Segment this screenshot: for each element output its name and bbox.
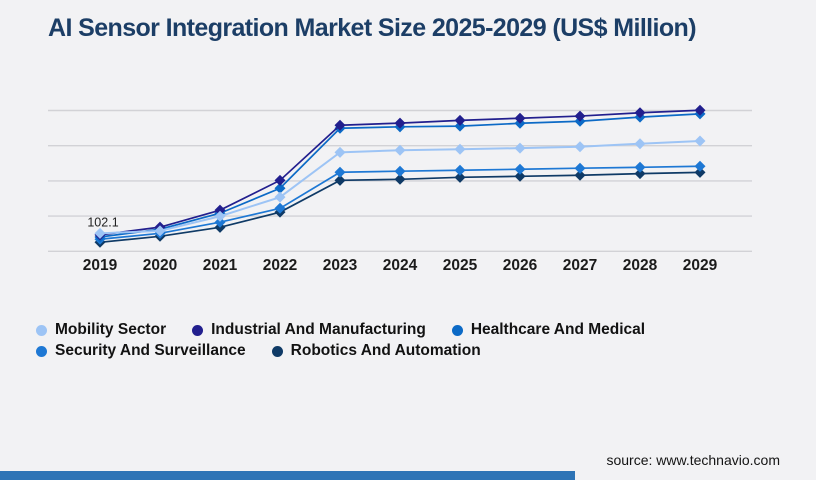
data-point-marker-robotics-and-automation [694,166,706,178]
data-point-marker-security-and-surveillance [334,166,346,178]
x-axis-tick-label: 2021 [203,257,238,274]
data-point-marker-healthcare-and-medical [454,120,466,132]
data-point-marker-industrial-and-manufacturing [514,112,526,124]
data-point-marker-robotics-and-automation [394,173,406,185]
data-point-marker-robotics-and-automation [334,174,346,186]
source-attribution: source: www.technavio.com [606,452,780,468]
legend-item-robotics-and-automation: Robotics And Automation [271,342,481,360]
data-point-marker-security-and-surveillance [394,165,406,177]
data-point-marker-security-and-surveillance [214,216,226,228]
data-point-marker-mobility-sector [334,146,346,158]
data-point-marker-healthcare-and-medical [274,182,286,194]
x-axis-tick-label: 2025 [443,257,478,274]
data-point-marker-mobility-sector [514,142,526,154]
x-axis-tick-label: 2019 [83,257,118,274]
chart-legend: Mobility Sector Industrial And Manufactur… [36,321,788,360]
data-point-marker-mobility-sector [574,141,586,153]
data-point-marker-security-and-surveillance [694,160,706,172]
legend-marker-icon [192,324,204,336]
data-point-marker-industrial-and-manufacturing [214,204,226,216]
data-point-marker-security-and-surveillance [274,202,286,214]
legend-item-healthcare-and-medical: Healthcare And Medical [451,321,646,339]
page-title: AI Sensor Integration Market Size 2025-2… [48,14,697,42]
data-point-marker-mobility-sector [274,191,286,203]
legend-label: Robotics And Automation [290,342,481,359]
data-point-marker-robotics-and-automation [514,170,526,182]
x-axis-tick-label: 2020 [143,257,177,274]
data-point-marker-security-and-surveillance [454,164,466,176]
data-point-marker-mobility-sector [454,143,466,155]
market-size-line-chart: 2019 2020 2021 2022 2023 2024 2025 2026 2027 2028… [48,104,752,274]
data-point-marker-security-and-surveillance [514,163,526,175]
data-point-marker-security-and-surveillance [634,161,646,173]
x-axis-tick-label: 2023 [323,257,358,274]
data-point-marker-mobility-sector [634,138,646,150]
data-point-marker-robotics-and-automation [574,169,586,181]
data-point-marker-industrial-and-manufacturing [454,114,466,126]
legend-marker-icon [36,345,47,357]
data-point-marker-robotics-and-automation [454,171,466,183]
x-axis-tick-label: 2026 [503,257,538,274]
legend-item-mobility-sector: Mobility Sector [36,321,166,339]
legend-row: Mobility Sector Industrial And Manufactur… [36,321,788,339]
x-axis-tick-label: 2024 [383,257,418,274]
legend-label: Mobility Sector [55,321,167,338]
legend-label: Industrial And Manufacturing [211,321,426,338]
data-point-marker-industrial-and-manufacturing [394,117,406,129]
bottom-accent-bar [0,471,575,480]
legend-marker-icon [36,324,47,336]
legend-row: Security And Surveillance Robotics And Au… [36,342,788,360]
x-axis-tick-label: 2028 [623,257,658,274]
x-axis-tick-label: 2022 [263,257,297,274]
legend-label: Healthcare And Medical [470,321,646,338]
data-point-marker-mobility-sector [214,210,226,222]
legend-marker-icon [451,324,463,336]
data-point-marker-industrial-and-manufacturing [694,104,706,116]
x-axis-tick-label: 2029 [683,257,718,274]
data-point-marker-industrial-and-manufacturing [274,174,286,186]
legend-label: Security And Surveillance [55,342,246,359]
data-point-marker-mobility-sector [154,225,166,237]
data-point-marker-industrial-and-manufacturing [574,110,586,122]
data-point-marker-industrial-and-manufacturing [634,107,646,119]
legend-item-security-and-surveillance: Security And Surveillance [36,342,246,360]
legend-marker-icon [271,345,283,357]
data-point-marker-security-and-surveillance [574,162,586,174]
data-point-marker-industrial-and-manufacturing [334,119,346,131]
value-annotation: 102.1 [87,215,118,229]
x-axis-tick-label: 2027 [563,257,597,274]
data-point-marker-robotics-and-automation [634,168,646,180]
data-point-marker-mobility-sector [394,144,406,156]
data-point-marker-mobility-sector [694,135,706,147]
legend-item-industrial-and-manufacturing: Industrial And Manufacturing [192,321,426,339]
data-point-marker-mobility-sector [94,227,106,239]
